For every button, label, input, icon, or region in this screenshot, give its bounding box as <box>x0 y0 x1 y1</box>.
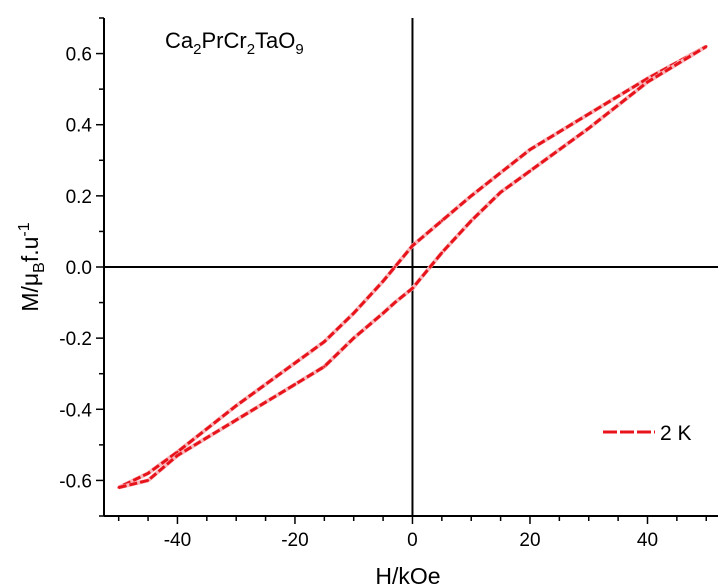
data-point <box>528 169 532 173</box>
data-point <box>235 404 238 407</box>
data-point <box>705 45 708 48</box>
data-point <box>323 365 326 368</box>
legend: 2 K <box>603 422 692 445</box>
data-point <box>646 77 649 80</box>
chart-title: Ca2PrCr2TaO9 <box>165 28 304 58</box>
data-point <box>440 251 444 254</box>
y-axis-label: M/μBf.u-1 <box>16 222 48 311</box>
data-point <box>235 418 238 422</box>
y-tick-label: -0.2 <box>59 329 92 350</box>
legend-label: 2 K <box>660 422 692 445</box>
y-tick-label: -0.6 <box>59 471 92 492</box>
data-point <box>352 312 355 315</box>
x-axis-label: H/kOe <box>375 563 440 588</box>
data-point <box>440 219 444 222</box>
data-point <box>381 312 385 315</box>
series-line-0 <box>118 45 707 489</box>
data-point <box>146 472 150 475</box>
data-point <box>470 219 473 222</box>
data-point <box>393 301 397 304</box>
x-tick-label: -20 <box>281 530 308 551</box>
data-point <box>587 127 590 130</box>
data-point <box>293 361 297 365</box>
y-tick-label: 0.4 <box>66 116 93 137</box>
y-tick-label: 0.2 <box>66 187 92 208</box>
data-point <box>293 383 297 386</box>
y-tick-label: 0.0 <box>66 258 92 279</box>
data-point <box>352 336 355 340</box>
data-point <box>176 450 179 454</box>
data-point <box>411 287 414 290</box>
data-point <box>646 80 649 84</box>
y-tick-label: -0.4 <box>59 400 92 421</box>
data-point <box>176 454 179 457</box>
data-point <box>117 486 120 489</box>
data-point <box>381 280 385 283</box>
x-tick-label: 40 <box>637 530 658 551</box>
y-tick-label: 0.6 <box>66 45 92 66</box>
data-point <box>499 191 502 194</box>
data-point <box>528 148 532 151</box>
data-point <box>393 265 397 269</box>
data-point <box>470 194 473 198</box>
data-point <box>323 340 326 343</box>
data-point <box>428 265 432 269</box>
data-point <box>146 479 150 482</box>
x-tick-label: 20 <box>519 530 540 551</box>
x-tick-label: 0 <box>407 530 418 551</box>
data-point <box>587 112 590 116</box>
series-line-1 <box>118 45 707 489</box>
x-tick-label: -40 <box>164 530 191 551</box>
data-point <box>411 244 414 247</box>
